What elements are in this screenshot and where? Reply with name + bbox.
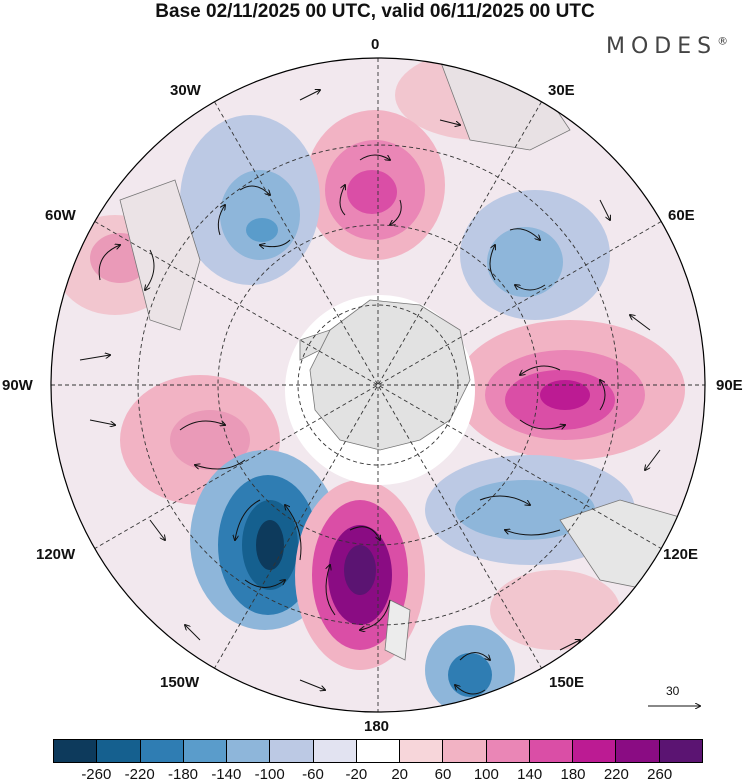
colorbar-swatch (659, 740, 702, 762)
map-boundary (50, 57, 706, 713)
colorbar-tick-label: -260 (81, 766, 112, 783)
colorbar-swatch (443, 740, 487, 762)
lon-label-120w: 120W (36, 546, 76, 563)
map-title: Base 02/11/2025 00 UTC, valid 06/11/2025… (155, 1, 595, 22)
brand-mark: ® (717, 34, 729, 48)
reference-vector-label: 30 (666, 684, 680, 698)
colorbar-tick-label: -60 (302, 766, 324, 783)
colorbar-swatch (183, 740, 228, 762)
colorbar-swatch (356, 740, 401, 762)
colorbar-swatch (227, 740, 271, 762)
brand-text: MODES (606, 34, 718, 59)
colorbar-swatch (529, 740, 574, 762)
colorbar-tick-label: 260 (647, 766, 673, 783)
colorbar-tick-label: 180 (560, 766, 586, 783)
colorbar-swatch (97, 740, 141, 762)
colorbar-tick-label: 20 (391, 766, 408, 783)
colorbar-swatch (140, 740, 184, 762)
lon-label-30e: 30E (548, 82, 575, 99)
colorbar-swatch (486, 740, 530, 762)
africa (439, 58, 571, 151)
colorbar-swatch (616, 740, 660, 762)
map-disk (51, 58, 705, 712)
colorbar-tick-label: 220 (603, 766, 629, 783)
lon-label-150e: 150E (549, 674, 585, 691)
modes-logo: MODES® (606, 34, 728, 59)
lon-label-60e: 60E (668, 207, 695, 224)
lon-label-60w: 60W (45, 207, 76, 224)
colorbar-tick-label: -100 (254, 766, 285, 783)
colorbar (53, 739, 703, 763)
south-america (119, 179, 201, 331)
colorbar-tick-label: -180 (167, 766, 199, 783)
graticule (51, 58, 705, 712)
lon-label-90w: 90W (2, 377, 33, 394)
colorbar-tick-label: 100 (473, 766, 499, 783)
colorbar-swatch (313, 740, 357, 762)
colorbar-tick-label: -140 (211, 766, 242, 783)
colorbar-swatch (400, 740, 444, 762)
lon-label-180: 180 (364, 718, 390, 735)
new-zealand (384, 599, 411, 661)
colorbar-swatch (54, 740, 98, 762)
antarctica (309, 299, 471, 451)
colorbar-tick-label: 140 (517, 766, 543, 783)
lon-label-150w: 150W (160, 674, 200, 691)
colorbar-swatch (270, 740, 314, 762)
colorbar-tick-label: -220 (124, 766, 155, 783)
lon-label-0: 0 (371, 36, 380, 53)
wind-vectors (79, 90, 661, 695)
antarctic-peninsula (299, 329, 331, 361)
colorbar-tick-label: 60 (434, 766, 452, 783)
lon-label-90e: 90E (716, 377, 743, 394)
colorbar-swatch (573, 740, 617, 762)
lon-label-30w: 30W (170, 82, 201, 99)
lon-label-120e: 120E (663, 546, 699, 563)
colorbar-tick-label: -20 (345, 766, 368, 783)
